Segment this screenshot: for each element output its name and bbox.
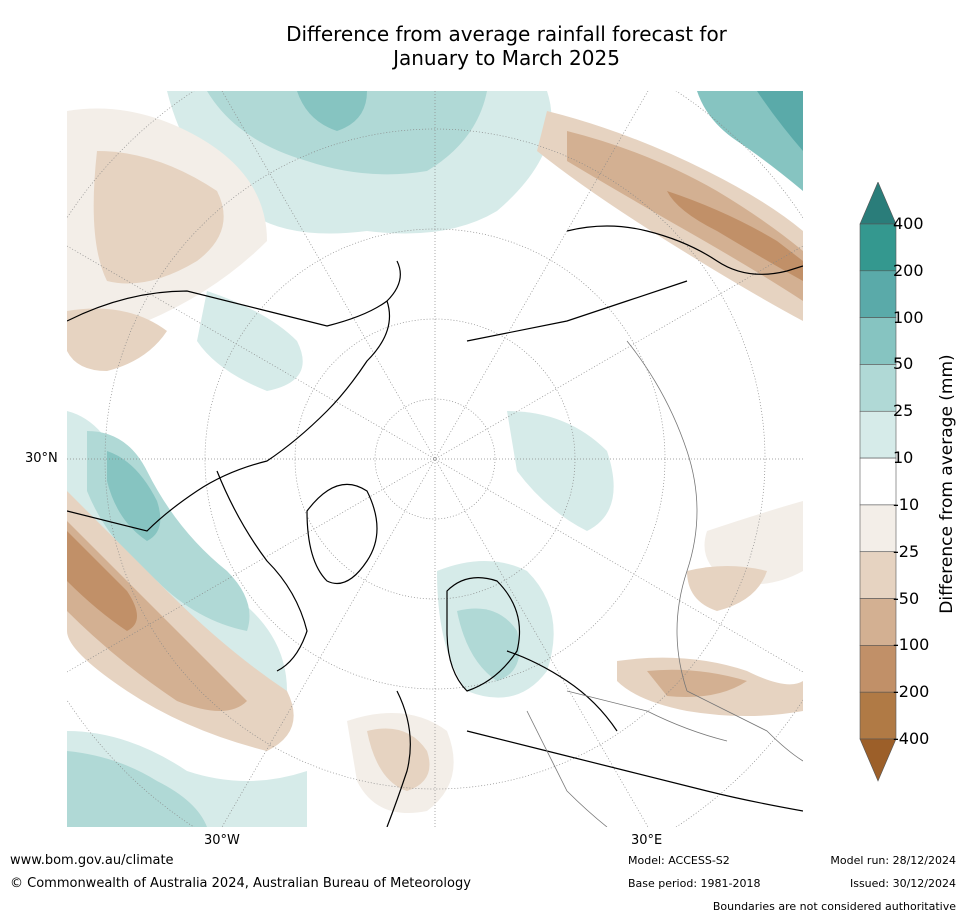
- coastlines: [67, 225, 803, 827]
- legend-tick-label: -100: [893, 635, 930, 655]
- legend-tick-label: -400: [893, 729, 930, 748]
- lon-label-30e: 30°E: [631, 833, 663, 848]
- legend-bin: [859, 270, 897, 318]
- legend-bin: [859, 223, 897, 272]
- footer-issued: Issued: 30/12/2024: [849, 877, 956, 890]
- country-borders: [526, 340, 803, 827]
- legend-tick-label: -25: [893, 541, 920, 561]
- polar-map: [67, 91, 803, 827]
- legend-tick-label: 25: [893, 401, 914, 421]
- footer-model-run: Model run: 28/12/2024: [830, 854, 956, 867]
- legend-bin: [859, 691, 897, 740]
- legend-bin: [859, 410, 897, 459]
- footer-website[interactable]: www.bom.gov.au/climate: [10, 853, 174, 868]
- legend-colorbar: [859, 182, 897, 782]
- map-canvas: [67, 91, 803, 827]
- legend-extend-bottom: [859, 738, 897, 782]
- lon-label-30w: 30°W: [204, 833, 240, 848]
- legend-title: Difference from average (mm): [937, 354, 957, 614]
- wet-anomaly-regions: [67, 91, 803, 827]
- legend-tick-label: 10: [893, 448, 914, 468]
- title-line-2: January to March 2025: [393, 46, 620, 70]
- legend-tick-label: -200: [893, 682, 930, 702]
- footer-base-period: Base period: 1981-2018: [628, 877, 761, 890]
- legend-bin: [859, 317, 897, 365]
- footer-copyright: © Commonwealth of Australia 2024, Austra…: [10, 876, 471, 891]
- footer-model: Model: ACCESS-S2: [628, 854, 730, 867]
- legend-bin: [859, 645, 897, 693]
- legend-bin: [859, 457, 897, 506]
- legend-bin: [859, 364, 897, 412]
- legend-tick-label: 400: [893, 214, 924, 233]
- legend-bin: [859, 504, 897, 553]
- legend-tick-label: 100: [893, 307, 924, 327]
- dry-anomaly-regions: [67, 108, 803, 813]
- chart-title: Difference from average rainfall forecas…: [0, 22, 965, 70]
- footer-disclaimer: Boundaries are not considered authoritat…: [712, 900, 956, 913]
- legend-tick-label: -10: [893, 494, 920, 514]
- title-line-1: Difference from average rainfall forecas…: [286, 22, 727, 46]
- legend-tick-label: -50: [893, 588, 920, 608]
- graticule: [67, 91, 803, 827]
- lat-label-30n: 30°N: [25, 451, 58, 466]
- legend-tick-label: 50: [893, 354, 914, 374]
- legend-extend-top: [859, 182, 897, 225]
- legend-bin: [859, 598, 897, 646]
- legend-tick-label: 200: [893, 260, 924, 280]
- legend-bin: [859, 551, 897, 599]
